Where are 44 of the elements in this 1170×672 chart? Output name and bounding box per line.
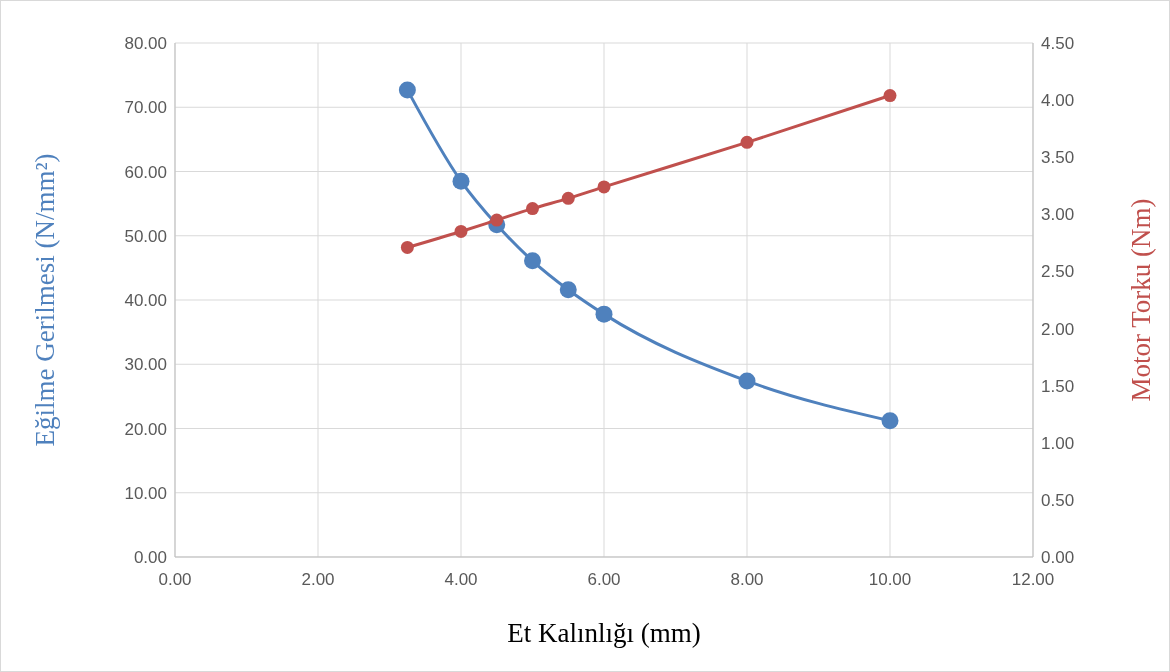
y-tick-label: 10.00 <box>124 483 167 503</box>
y-tick-label: 30.00 <box>124 355 167 375</box>
y2-tick-label: 0.50 <box>1041 490 1075 510</box>
y2-axis-title: Motor Torku (Nm) <box>1126 198 1156 402</box>
point <box>400 240 414 254</box>
point <box>490 213 504 227</box>
point <box>597 180 611 194</box>
point <box>559 281 577 299</box>
y-tick-label: 60.00 <box>124 162 167 182</box>
y-tick-label: 0.00 <box>133 548 167 567</box>
x-tick-label: 8.00 <box>730 570 764 589</box>
y2-tick-label: 4.00 <box>1041 91 1075 111</box>
y2-tick-label: 2.50 <box>1041 262 1075 282</box>
point <box>561 191 575 205</box>
y2-tick-label: 3.50 <box>1041 148 1075 168</box>
x-axis-title: Et Kalınlığı (mm) <box>507 618 701 648</box>
y-axis-title: Eğilme Gerilmesi (N/mm²) <box>30 153 60 447</box>
y2-tick-label: 0.00 <box>1041 548 1075 567</box>
point <box>452 172 470 190</box>
point <box>595 305 613 323</box>
y-tick-label: 20.00 <box>124 419 167 439</box>
point <box>524 252 541 270</box>
y2-tick-label: 4.50 <box>1041 34 1075 53</box>
y-tick-label: 40.00 <box>124 291 167 310</box>
point <box>526 202 539 216</box>
x-tick-label: 12.00 <box>1011 570 1055 589</box>
x-tick-label: 10.00 <box>868 570 912 589</box>
point <box>398 81 416 99</box>
point <box>740 135 754 149</box>
y2-tick-label: 3.00 <box>1041 205 1075 225</box>
x-tick-label: 4.00 <box>444 570 478 589</box>
x-tick-label: 0.00 <box>158 570 192 589</box>
point <box>454 224 468 238</box>
y-tick-label: 70.00 <box>124 98 167 118</box>
point <box>883 89 897 103</box>
point <box>738 372 756 390</box>
point <box>881 412 899 430</box>
y2-tick-label: 1.50 <box>1041 376 1075 396</box>
x-tick-label: 2.00 <box>301 570 335 589</box>
y2-tick-label: 2.00 <box>1041 319 1075 339</box>
y-tick-label: 80.00 <box>124 34 167 53</box>
y-tick-label: 50.00 <box>124 226 167 246</box>
x-tick-label: 6.00 <box>587 570 621 589</box>
y2-tick-label: 1.00 <box>1041 433 1075 453</box>
